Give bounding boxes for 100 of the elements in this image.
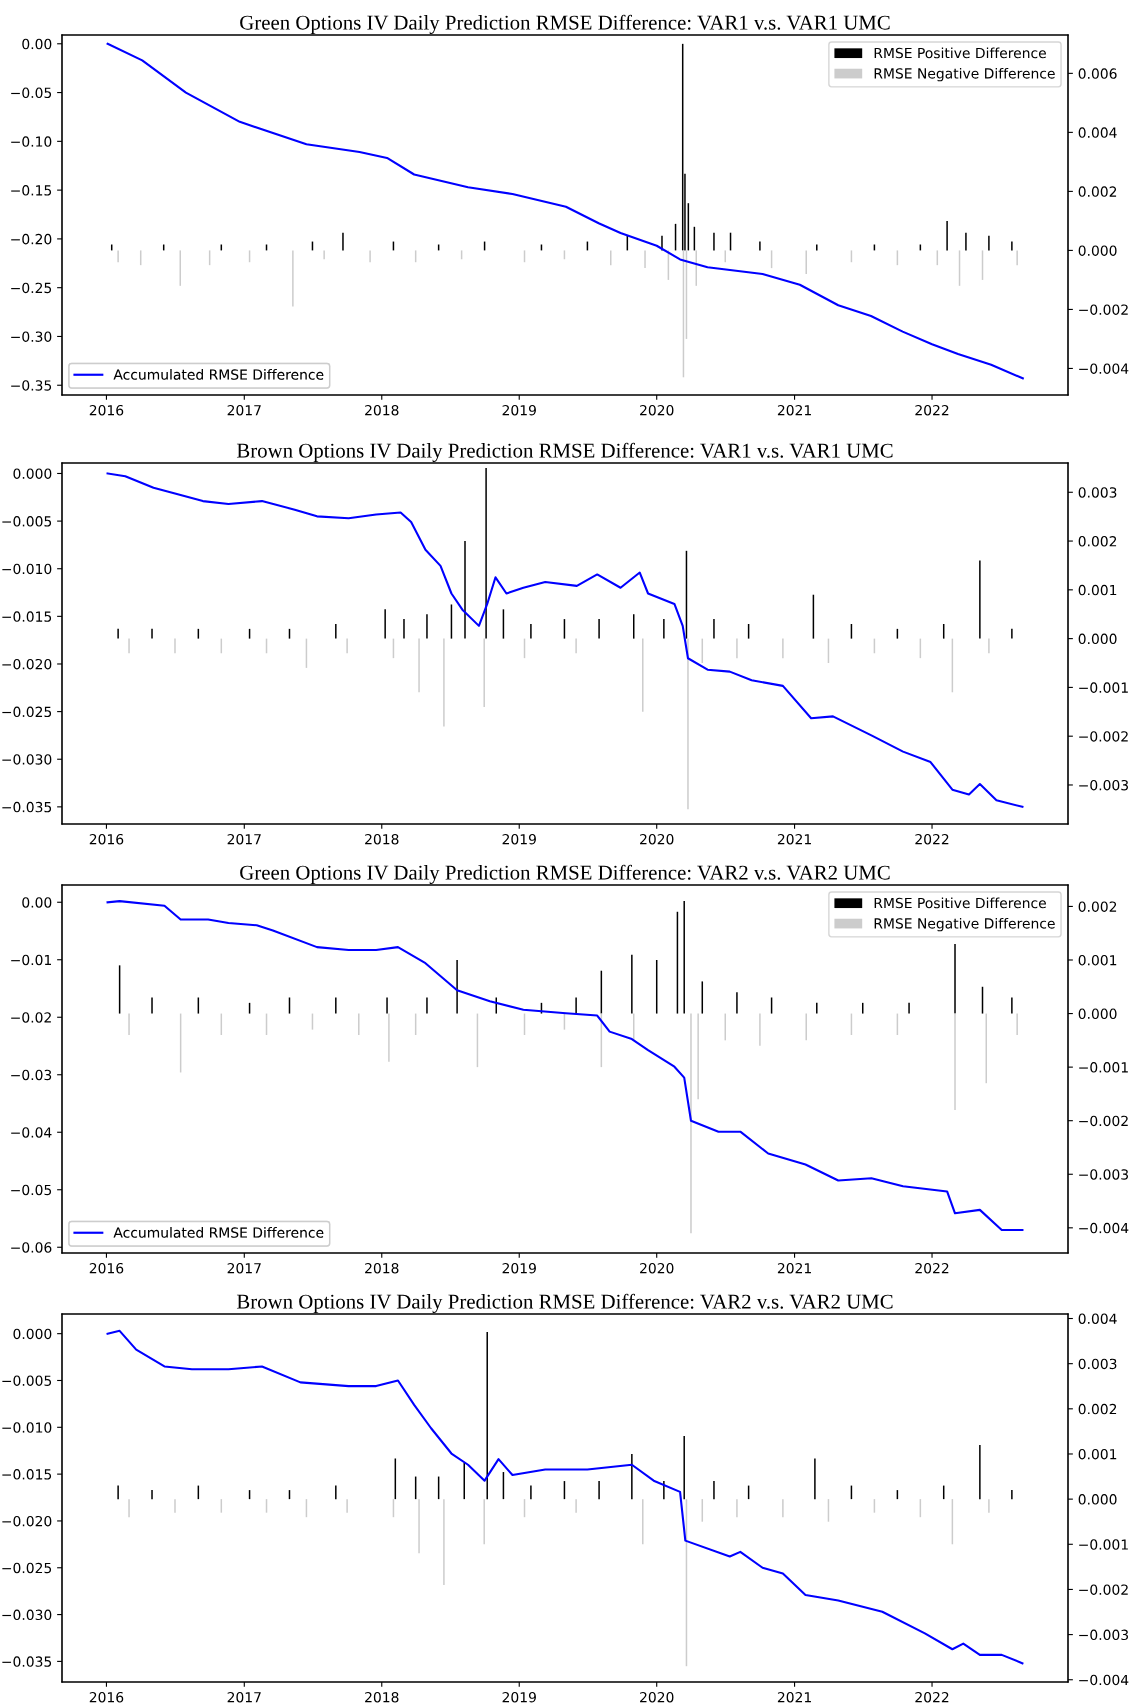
y-tick-label: 0.00	[22, 38, 52, 50]
x-tick-label: 2021	[777, 404, 811, 416]
line-series	[106, 1329, 1024, 1665]
y2-tick-label: 0.000	[1078, 633, 1117, 645]
y2-tick-label: 0.002	[1078, 1403, 1117, 1415]
x-tick-label: 2019	[502, 833, 536, 845]
x-tick-label: 2020	[640, 404, 674, 416]
x-tick-label: 2020	[640, 1691, 674, 1703]
x-tick-label: 2021	[777, 833, 811, 845]
x-tick-label: 2017	[227, 404, 261, 416]
y-tick-label: −0.035	[2, 1656, 52, 1667]
x-tick-label: 2016	[89, 1691, 124, 1703]
y2-tick-label: 0.000	[1078, 245, 1117, 256]
y-tick-label: −0.30	[11, 331, 52, 342]
x-tick-label: 2018	[365, 1262, 399, 1274]
y2-tick-label: 0.003	[1078, 1358, 1117, 1370]
x-tick-label: 2019	[502, 404, 536, 416]
y-tick-label: −0.030	[2, 754, 52, 765]
y-tick-label: −0.005	[2, 1375, 52, 1386]
y-tick-label: −0.35	[11, 380, 52, 391]
x-tick-label: 2022	[915, 1262, 949, 1274]
x-tick-label: 2019	[502, 1262, 536, 1274]
legend-label: Accumulated RMSE Difference	[113, 1227, 324, 1238]
y2-tick-label: 0.002	[1078, 901, 1117, 912]
y-tick-label: −0.10	[11, 136, 52, 147]
y2-tick-label: −0.004	[1079, 1222, 1129, 1234]
x-tick-label: 2018	[365, 404, 399, 416]
y2-tick-label: −0.001	[1079, 682, 1128, 693]
y2-tick-label: −0.002	[1079, 1115, 1128, 1127]
y2-tick-label: 0.002	[1078, 186, 1117, 197]
y-tick-label: 0.000	[13, 1328, 52, 1340]
y-tick-label: −0.005	[2, 516, 52, 527]
y-tick-label: −0.025	[2, 706, 52, 718]
x-tick-label: 2019	[502, 1691, 536, 1703]
legend-label: RMSE Positive Difference	[874, 897, 1046, 909]
y2-tick-label: −0.001	[1079, 1062, 1128, 1073]
y-tick-label: −0.035	[2, 801, 52, 813]
legend-label: RMSE Positive Difference	[874, 47, 1046, 59]
x-tick-label: 2017	[227, 833, 261, 845]
chart-title: Green Options IV Daily Prediction RMSE Difference: VAR2 v.s. VAR2 UMC	[240, 864, 890, 884]
y2-tick-label: 0.001	[1078, 954, 1117, 966]
y-tick-label: −0.015	[2, 1469, 52, 1480]
x-tick-label: 2021	[777, 1691, 811, 1703]
y2-tick-label: −0.002	[1079, 304, 1128, 315]
x-tick-label: 2017	[227, 1262, 261, 1274]
line-series	[106, 472, 1024, 808]
chart-title: Green Options IV Daily Prediction RMSE Difference: VAR1 v.s. VAR1 UMC	[240, 14, 890, 34]
y-tick-label: −0.06	[11, 1242, 52, 1253]
y-tick-label: −0.05	[11, 87, 52, 99]
y-tick-label: −0.25	[11, 282, 52, 294]
x-tick-label: 2016	[89, 404, 124, 416]
y-tick-label: −0.03	[11, 1069, 52, 1081]
x-tick-label: 2020	[640, 833, 674, 845]
y-tick-label: −0.02	[11, 1012, 51, 1023]
x-tick-label: 2022	[915, 1691, 949, 1703]
x-tick-label: 2016	[89, 833, 124, 845]
y2-tick-label: −0.004	[1079, 363, 1129, 374]
x-tick-label: 2022	[915, 404, 949, 416]
y-tick-label: −0.010	[2, 563, 52, 575]
y2-tick-label: 0.000	[1078, 1008, 1117, 1020]
y-tick-label: −0.025	[2, 1562, 52, 1574]
y-tick-label: 0.000	[13, 468, 52, 479]
y-tick-label: −0.20	[11, 233, 52, 245]
y-tick-label: −0.010	[2, 1422, 52, 1433]
y-tick-label: −0.15	[11, 185, 52, 196]
y-tick-label: −0.020	[2, 658, 52, 670]
y2-tick-label: 0.006	[1078, 68, 1117, 79]
y2-tick-label: −0.001	[1079, 1539, 1128, 1550]
x-tick-label: 2016	[89, 1262, 124, 1274]
y2-tick-label: 0.001	[1078, 584, 1117, 596]
y2-tick-label: −0.003	[1079, 779, 1129, 791]
y-tick-label: −0.030	[2, 1609, 52, 1621]
legend-label: Accumulated RMSE Difference	[113, 369, 324, 380]
chart-title: Brown Options IV Daily Prediction RMSE Difference: VAR2 v.s. VAR2 UMC	[236, 1293, 893, 1313]
y2-tick-label: −0.002	[1079, 1584, 1128, 1595]
y2-tick-label: 0.004	[1078, 127, 1117, 138]
y-tick-label: −0.05	[11, 1184, 52, 1196]
y-tick-label: −0.04	[11, 1127, 52, 1138]
x-tick-label: 2018	[365, 833, 399, 845]
y2-tick-label: −0.004	[1079, 1674, 1129, 1686]
y2-tick-label: 0.001	[1078, 1448, 1117, 1460]
y2-tick-label: −0.002	[1079, 731, 1128, 742]
x-tick-label: 2021	[777, 1262, 811, 1274]
y2-tick-label: 0.000	[1078, 1494, 1117, 1505]
y2-tick-label: −0.003	[1079, 1629, 1129, 1641]
y-tick-label: −0.01	[11, 954, 51, 966]
y-tick-label: −0.015	[2, 611, 52, 622]
x-tick-label: 2018	[365, 1691, 399, 1703]
y2-tick-label: 0.004	[1078, 1313, 1117, 1324]
legend-label: RMSE Negative Difference	[874, 917, 1055, 932]
y2-tick-label: 0.003	[1078, 487, 1117, 498]
y2-tick-label: −0.003	[1079, 1169, 1129, 1180]
x-tick-label: 2017	[227, 1691, 261, 1703]
x-tick-label: 2020	[640, 1262, 674, 1274]
y2-tick-label: 0.002	[1078, 536, 1117, 547]
chart-title: Brown Options IV Daily Prediction RMSE Difference: VAR1 v.s. VAR1 UMC	[236, 442, 893, 462]
legend-label: RMSE Negative Difference	[874, 67, 1055, 82]
x-tick-label: 2022	[915, 833, 949, 845]
y-tick-label: 0.00	[22, 897, 52, 908]
y-tick-label: −0.020	[2, 1515, 52, 1527]
